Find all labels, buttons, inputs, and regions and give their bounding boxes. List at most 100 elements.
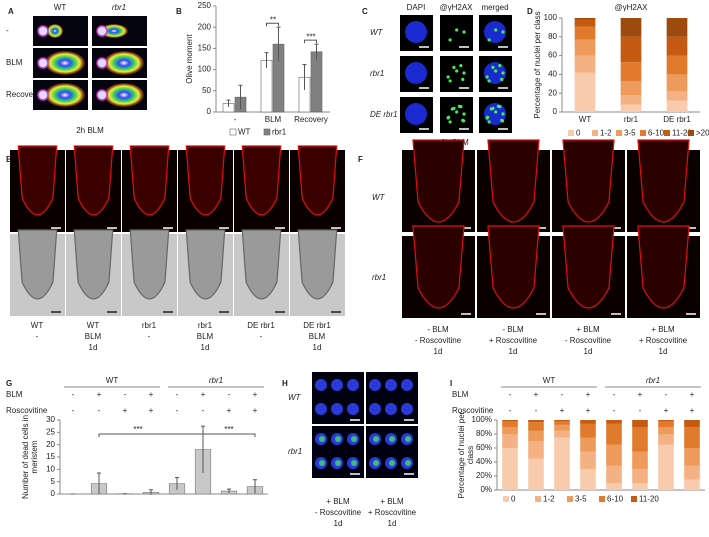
focus xyxy=(448,79,452,83)
treatment-value: - xyxy=(509,390,512,399)
bar-segment xyxy=(666,91,688,101)
focus xyxy=(462,112,466,116)
bar-segment xyxy=(580,451,596,469)
row-label: rbr1 xyxy=(370,69,384,78)
row-label: WT xyxy=(370,28,384,37)
focus xyxy=(486,115,490,119)
bar-segment xyxy=(528,430,544,441)
y-axis-label: Olive moment xyxy=(185,34,194,84)
bar xyxy=(310,51,323,113)
root-tip xyxy=(241,145,282,216)
focus xyxy=(487,79,491,83)
column-label: + Roscovitine xyxy=(368,508,417,517)
bar-segment xyxy=(580,469,596,490)
y-tick-label: 0 xyxy=(207,107,212,116)
bar-segment xyxy=(666,36,688,56)
treatment-value: - xyxy=(613,390,616,399)
column-label: @γH2AX xyxy=(439,3,473,12)
caption: 2h BLM xyxy=(76,126,104,135)
panel-label: B xyxy=(176,7,182,16)
root-tip xyxy=(185,229,226,300)
bar-segment xyxy=(528,458,544,490)
column-label: WT xyxy=(31,321,44,330)
focus xyxy=(319,436,325,442)
y-tick-label: 0% xyxy=(480,485,492,494)
nucleus xyxy=(315,403,327,415)
x-tick-label: Recovery xyxy=(294,115,328,124)
panel-label: I xyxy=(450,379,452,388)
y-tick-label: 5 xyxy=(51,477,56,486)
focus xyxy=(455,110,459,114)
comet-head xyxy=(96,89,108,101)
nucleus xyxy=(405,21,427,43)
focus xyxy=(489,107,493,111)
comet-tail xyxy=(100,24,128,38)
comet-head xyxy=(37,57,49,69)
legend-swatch xyxy=(229,128,237,136)
comet-head xyxy=(37,89,49,101)
root-tip xyxy=(562,225,615,309)
focus xyxy=(455,28,459,32)
treatment-value: - xyxy=(535,406,538,415)
y-tick-label: 60% xyxy=(476,443,492,452)
treatment-value: + xyxy=(253,390,258,399)
significance-label: *** xyxy=(224,425,233,434)
row-label: rbr1 xyxy=(372,273,386,282)
nucleus xyxy=(369,379,381,391)
focus xyxy=(450,107,454,111)
column-label: 1d xyxy=(434,347,443,356)
bar-segment xyxy=(684,427,700,448)
column-label: - BLM xyxy=(427,325,449,334)
comet-head xyxy=(96,25,108,37)
panel-label: E xyxy=(6,155,12,164)
focus xyxy=(351,436,357,442)
y-tick-label: 150 xyxy=(198,44,212,53)
treatment-value: + xyxy=(638,390,643,399)
bar-segment xyxy=(502,434,518,448)
bar-segment xyxy=(658,420,674,422)
column-label: 1d xyxy=(89,343,98,352)
root-tip xyxy=(487,139,540,223)
y-axis-label: meristem xyxy=(30,440,39,473)
focus xyxy=(373,460,379,466)
root-tip xyxy=(297,145,338,216)
bar-segment xyxy=(502,420,518,422)
legend-swatch xyxy=(664,130,670,136)
focus xyxy=(501,112,505,116)
focus xyxy=(487,120,491,124)
row-label: WT xyxy=(372,193,386,202)
focus xyxy=(462,71,466,75)
bar-segment xyxy=(620,80,642,96)
focus xyxy=(319,460,325,466)
chart-title: @γH2AX xyxy=(614,3,648,12)
y-axis-label: Percentage of nuclei per class xyxy=(533,11,542,118)
row-label: Recovery xyxy=(6,90,40,99)
focus xyxy=(335,436,341,442)
y-axis-label: class xyxy=(466,446,475,464)
treatment-value: - xyxy=(202,406,205,415)
root-tip xyxy=(487,225,540,309)
focus xyxy=(373,436,379,442)
comet-tail xyxy=(47,24,63,38)
root-tip xyxy=(129,229,170,300)
y-tick-label: 80 xyxy=(548,32,557,41)
bar-segment xyxy=(574,55,596,73)
y-tick-label: 200 xyxy=(198,22,212,31)
nucleus xyxy=(347,379,359,391)
legend-swatch xyxy=(263,128,271,136)
focus xyxy=(500,119,505,123)
bar-segment xyxy=(620,95,642,105)
y-tick-label: 30 xyxy=(46,415,55,424)
comet-tail xyxy=(45,51,85,75)
treatment-value: + xyxy=(586,390,591,399)
treatment-value: - xyxy=(228,390,231,399)
treatment-label: Roscovitine xyxy=(452,406,494,415)
nucleus xyxy=(331,403,343,415)
treatment-value: - xyxy=(72,406,75,415)
legend-label: 6-10 xyxy=(648,129,665,138)
nucleus xyxy=(315,379,327,391)
legend-swatch xyxy=(503,496,509,502)
bar-segment xyxy=(606,420,622,424)
focus xyxy=(494,110,498,114)
focus xyxy=(487,38,491,42)
